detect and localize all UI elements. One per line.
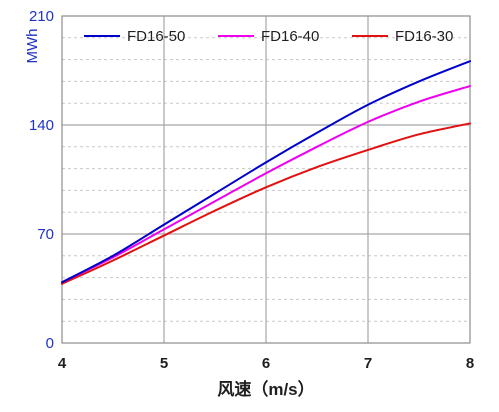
x-tick-label: 5 <box>160 355 168 372</box>
y-axis-label: MWh <box>24 29 41 64</box>
axes: 0 70 140 210 4 5 6 7 8 <box>29 8 474 372</box>
series-line-fd16-40 <box>61 85 471 284</box>
grid <box>62 16 470 343</box>
series-line-fd16-50 <box>61 60 471 284</box>
x-tick-label: 7 <box>364 355 372 372</box>
y-tick-label: 70 <box>37 226 54 243</box>
x-tick-label: 8 <box>466 355 474 372</box>
legend: FD16-50 FD16-40 FD16-30 <box>84 28 453 45</box>
y-tick-label: 140 <box>29 117 54 134</box>
y-tick-label: 0 <box>46 335 54 352</box>
x-tick-label: 4 <box>58 355 67 372</box>
legend-label-fd16-40: FD16-40 <box>261 28 319 45</box>
plot-frame <box>61 15 471 344</box>
x-tick-label: 6 <box>262 355 270 372</box>
series-line-fd16-30 <box>61 122 471 285</box>
series-lines <box>61 60 471 285</box>
legend-label-fd16-30: FD16-30 <box>395 28 453 45</box>
x-axis-label: 风速（m/s） <box>217 379 314 399</box>
legend-label-fd16-50: FD16-50 <box>127 28 185 45</box>
y-tick-label: 210 <box>29 8 54 25</box>
